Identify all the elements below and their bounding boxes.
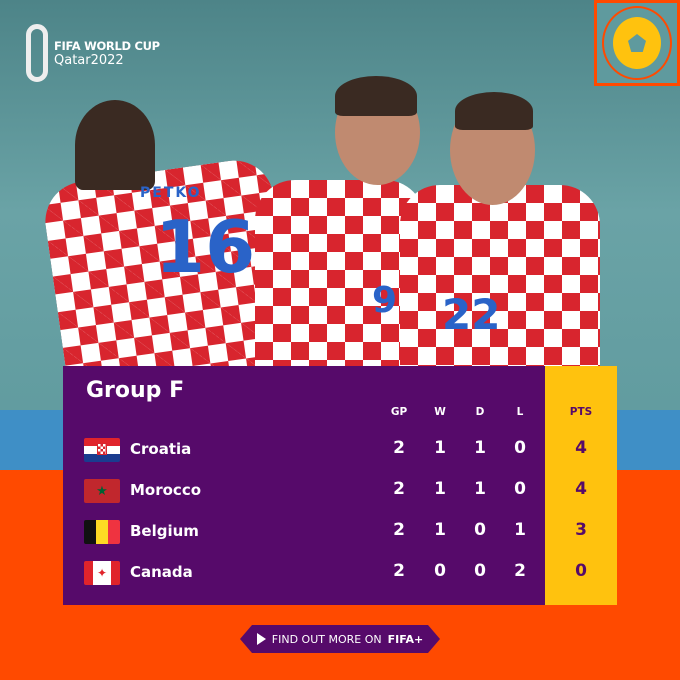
pts-value: 3 <box>575 520 587 540</box>
trophy-icon <box>26 24 48 82</box>
morocco-flag-icon: ★ <box>84 479 120 503</box>
l-value: 0 <box>514 438 526 458</box>
croatia-flag-icon <box>84 438 120 462</box>
standings-table: Group F GP W D L PTS Croatia 2 1 1 0 4 ★… <box>63 366 617 605</box>
jersey-number: 9 <box>372 280 398 321</box>
w-value: 1 <box>434 479 446 499</box>
table-row: Belgium 2 1 0 1 3 <box>63 516 617 546</box>
l-value: 1 <box>514 520 526 540</box>
header-l: L <box>516 406 524 418</box>
d-value: 0 <box>474 561 486 581</box>
pts-value: 4 <box>575 438 587 458</box>
find-out-more-button[interactable]: FIND OUT MORE ON FIFA+ <box>240 625 440 653</box>
group-title: Group F <box>86 378 185 403</box>
fifa-plus-logo: FIFA+ <box>387 632 424 646</box>
team-name: Canada <box>130 563 193 581</box>
w-value: 1 <box>434 520 446 540</box>
pts-value: 0 <box>575 561 587 581</box>
fifa-world-cup-logo: FIFA WORLD CUP Qatar2022 <box>26 24 160 82</box>
table-row: ★ Morocco 2 1 1 0 4 <box>63 475 617 505</box>
w-value: 0 <box>434 561 446 581</box>
team-name: Croatia <box>130 440 192 458</box>
d-value: 1 <box>474 479 486 499</box>
ball-badge-icon <box>594 0 680 86</box>
logo-line2: Qatar2022 <box>54 52 124 68</box>
w-value: 1 <box>434 438 446 458</box>
team-name: Morocco <box>130 481 202 499</box>
header-pts: PTS <box>569 406 593 418</box>
gp-value: 2 <box>393 479 405 499</box>
header-d: D <box>475 406 485 418</box>
team-name: Belgium <box>130 522 199 540</box>
points-column <box>545 366 617 605</box>
l-value: 0 <box>514 479 526 499</box>
player-head <box>75 100 155 190</box>
gp-value: 2 <box>393 561 405 581</box>
d-value: 1 <box>474 438 486 458</box>
jersey-number: 22 <box>442 290 501 339</box>
header-w: W <box>434 406 446 418</box>
pts-value: 4 <box>575 479 587 499</box>
l-value: 2 <box>514 561 526 581</box>
cta-text: FIND OUT MORE ON <box>271 632 382 646</box>
jersey-name: PETKO <box>140 185 202 201</box>
gp-value: 2 <box>393 520 405 540</box>
table-row: ✦ Canada 2 0 0 2 0 <box>63 557 617 587</box>
d-value: 0 <box>474 520 486 540</box>
play-icon <box>256 633 266 645</box>
belgium-flag-icon <box>84 520 120 544</box>
header-gp: GP <box>390 406 408 418</box>
logo-line1: FIFA WORLD CUP <box>54 38 160 53</box>
player-hair <box>335 76 417 116</box>
table-row: Croatia 2 1 1 0 4 <box>63 434 617 464</box>
gp-value: 2 <box>393 438 405 458</box>
canada-flag-icon: ✦ <box>84 561 120 585</box>
player-hair <box>455 92 533 130</box>
jersey-number: 16 <box>155 205 256 289</box>
